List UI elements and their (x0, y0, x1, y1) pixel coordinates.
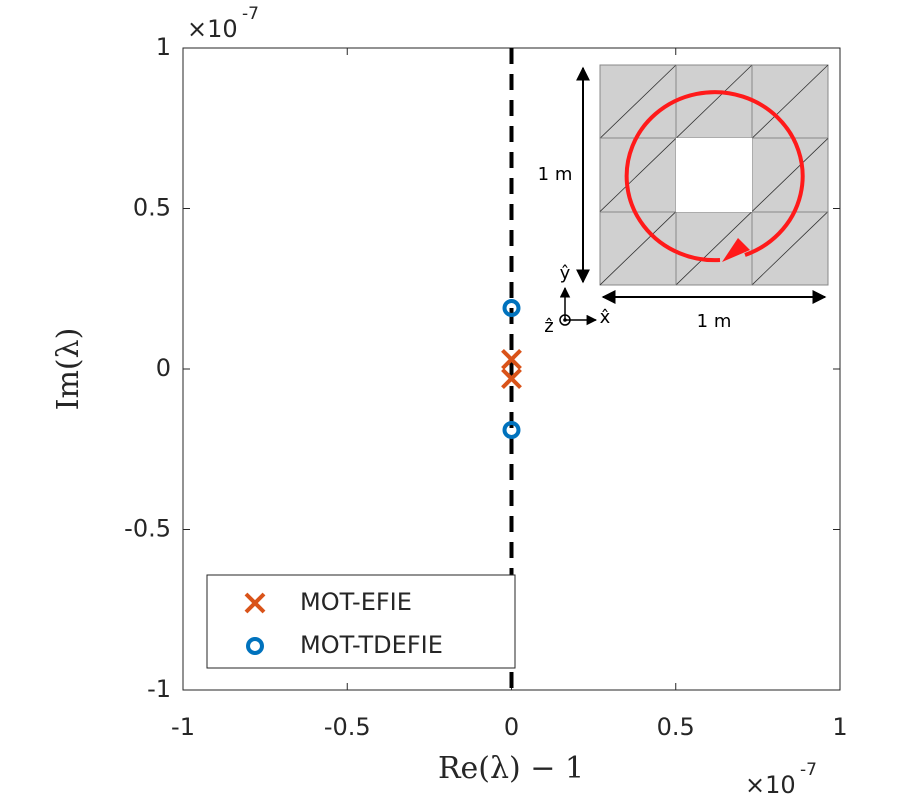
x-tick-label: 0.5 (657, 713, 695, 741)
mesh-diagonal (675, 64, 753, 139)
mesh-diagonal (751, 211, 829, 286)
x-tick-label: 0 (504, 713, 519, 741)
height-label: 1 m (538, 164, 573, 185)
z-axis-name: ẑ (544, 316, 553, 337)
width-label: 1 m (697, 311, 732, 332)
y-axis-name: ŷ (560, 263, 571, 284)
x-exponent-base: ×10 (745, 771, 796, 799)
y-tick-label: -1 (147, 675, 171, 703)
y-tick-label: -0.5 (124, 515, 171, 543)
mesh-diagonal (599, 138, 677, 212)
x-axis-name: x̂ (600, 307, 611, 328)
legend-marker (246, 637, 264, 655)
y-tick-label: 0 (156, 354, 171, 382)
legend-label: MOT-TDEFIE (300, 631, 443, 659)
x-marker (501, 348, 522, 370)
x-axis-label: Re(λ) − 1 (438, 751, 584, 786)
o-marker (502, 420, 521, 439)
mesh-diagonal (599, 211, 677, 286)
current-loop (624, 90, 805, 263)
x-tick-label: -1 (171, 713, 195, 741)
legend-label: MOT-EFIE (300, 588, 412, 616)
inset-diagram: 1 m 1 m x̂ ŷ ẑ (538, 64, 829, 337)
z-axis-symbol (559, 314, 571, 326)
x-tick-label: -0.5 (324, 713, 371, 741)
x-tick-label: 1 (832, 713, 847, 741)
plate-hole (676, 138, 752, 212)
y-tick-label: 0.5 (133, 194, 171, 222)
mesh-diagonal (675, 211, 753, 286)
x-marker (501, 368, 522, 390)
y-axis-label: Im(λ) (51, 328, 86, 411)
o-marker (502, 299, 521, 318)
x-exponent-power: -7 (800, 760, 817, 780)
y-tick-label: 1 (156, 33, 171, 61)
current-arrowhead (722, 238, 750, 262)
mesh-diagonal (751, 138, 829, 212)
mesh-diagonal (599, 64, 677, 139)
mesh-diagonal (751, 64, 829, 139)
z-axis-dot (563, 318, 567, 322)
legend-marker (244, 592, 266, 614)
y-exponent-base: ×10 (187, 15, 238, 43)
y-exponent-power: -7 (242, 4, 259, 24)
